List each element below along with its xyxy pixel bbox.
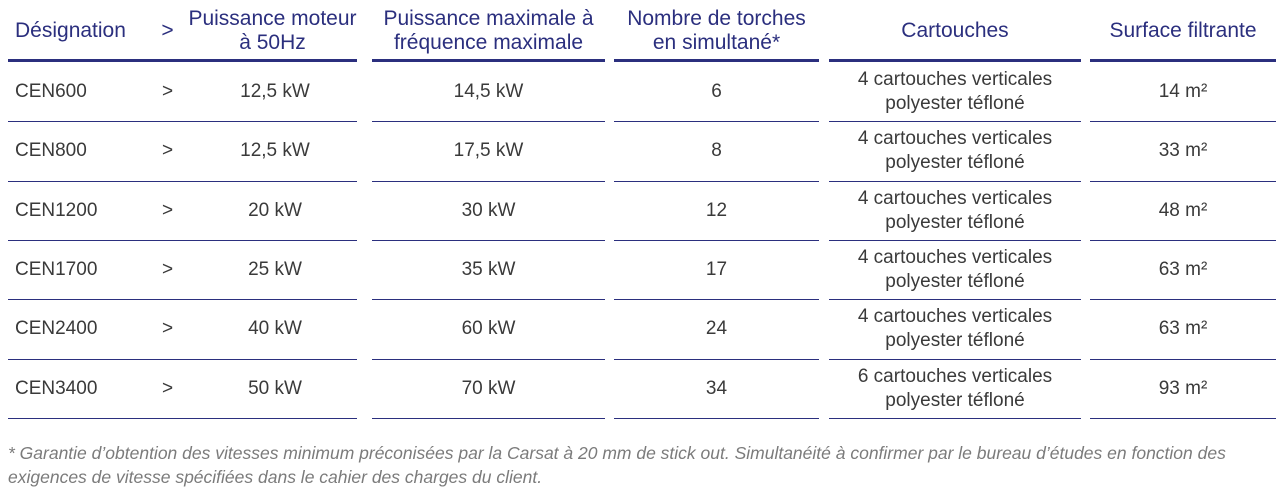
header-nombre-torches: Nombre de torches en simultané* (627, 7, 806, 54)
row-divider (372, 121, 605, 123)
cell-surface-filtrante: 63 m² (1158, 259, 1208, 281)
cell-cartouches: 6 cartouches verticales polyester téflon… (857, 365, 1053, 411)
footnote: * Garantie d’obtention des vitesses mini… (8, 443, 1226, 487)
cell-puissance-moteur: 25 kW (248, 259, 302, 281)
cell-puissance-maximale: 70 kW (461, 377, 516, 399)
cell-surface-filtrante: 93 m² (1158, 377, 1208, 399)
cell-puissance-maximale: 35 kW (461, 259, 516, 281)
row-divider (8, 180, 357, 182)
header-surface-filtrante: Surface filtrante (1109, 19, 1257, 42)
row-divider (1090, 417, 1276, 419)
header-designation: Désignation (15, 19, 126, 42)
cell-puissance-maximale: 14,5 kW (453, 81, 524, 103)
header-puissance-moteur: Puissance moteur à 50Hz (188, 7, 357, 54)
row-divider (1090, 299, 1276, 301)
cell-arrow: > (161, 318, 174, 340)
cell-arrow: > (161, 259, 174, 281)
header-arrow: > (161, 19, 174, 42)
row-divider (829, 239, 1081, 241)
cell-puissance-maximale: 17,5 kW (453, 140, 524, 162)
cell-nombre-torches: 12 (705, 199, 728, 221)
row-divider (372, 239, 605, 241)
cell-arrow: > (161, 140, 174, 162)
row-divider (8, 417, 357, 419)
cell-cartouches: 4 cartouches verticales polyester téflon… (857, 187, 1053, 233)
row-divider (829, 180, 1081, 182)
row-divider (829, 121, 1081, 123)
header-puissance-maximale: Puissance maximale à fréquence maximale (383, 7, 594, 54)
cell-arrow: > (161, 81, 174, 103)
row-divider (829, 299, 1081, 301)
row-divider (1090, 180, 1276, 182)
cell-nombre-torches: 34 (705, 377, 728, 399)
row-divider (372, 358, 605, 360)
cell-designation: CEN2400 (15, 318, 98, 340)
cell-nombre-torches: 6 (711, 81, 722, 103)
cell-puissance-moteur: 40 kW (248, 318, 302, 340)
cell-cartouches: 4 cartouches verticales polyester téflon… (857, 128, 1053, 174)
row-divider (372, 299, 605, 301)
cell-nombre-torches: 24 (705, 318, 728, 340)
header-underline (8, 59, 357, 62)
row-divider (1090, 121, 1276, 123)
row-divider (614, 180, 819, 182)
row-divider (8, 358, 357, 360)
cell-surface-filtrante: 33 m² (1158, 140, 1208, 162)
header-underline (614, 59, 819, 62)
cell-puissance-moteur: 50 kW (248, 377, 302, 399)
row-divider (372, 180, 605, 182)
cell-designation: CEN3400 (15, 377, 98, 399)
cell-arrow: > (161, 377, 174, 399)
header-underline (372, 59, 605, 62)
header-cartouches: Cartouches (901, 19, 1009, 42)
row-divider (829, 417, 1081, 419)
row-divider (614, 417, 819, 419)
row-divider (614, 121, 819, 123)
row-divider (8, 121, 357, 123)
row-divider (829, 358, 1081, 360)
cell-designation: CEN600 (15, 81, 87, 103)
row-divider (372, 417, 605, 419)
cell-arrow: > (161, 199, 174, 221)
cell-designation: CEN1200 (15, 199, 98, 221)
row-divider (614, 358, 819, 360)
row-divider (614, 299, 819, 301)
cell-surface-filtrante: 14 m² (1158, 81, 1208, 103)
cell-cartouches: 4 cartouches verticales polyester téflon… (857, 69, 1053, 115)
row-divider (614, 239, 819, 241)
header-underline (829, 59, 1081, 62)
row-divider (1090, 358, 1276, 360)
cell-surface-filtrante: 63 m² (1158, 318, 1208, 340)
row-divider (8, 299, 357, 301)
cell-designation: CEN800 (15, 140, 87, 162)
header-underline (1090, 59, 1276, 62)
row-divider (1090, 239, 1276, 241)
cell-puissance-moteur: 12,5 kW (240, 140, 310, 162)
cell-cartouches: 4 cartouches verticales polyester téflon… (857, 306, 1053, 352)
cell-nombre-torches: 8 (711, 140, 722, 162)
cell-puissance-maximale: 30 kW (461, 199, 516, 221)
cell-designation: CEN1700 (15, 259, 98, 281)
cell-puissance-moteur: 12,5 kW (240, 81, 310, 103)
cell-surface-filtrante: 48 m² (1158, 199, 1208, 221)
cell-cartouches: 4 cartouches verticales polyester téflon… (857, 247, 1053, 293)
row-divider (8, 239, 357, 241)
cell-puissance-moteur: 20 kW (248, 199, 302, 221)
cell-puissance-maximale: 60 kW (461, 318, 516, 340)
cell-nombre-torches: 17 (705, 259, 728, 281)
